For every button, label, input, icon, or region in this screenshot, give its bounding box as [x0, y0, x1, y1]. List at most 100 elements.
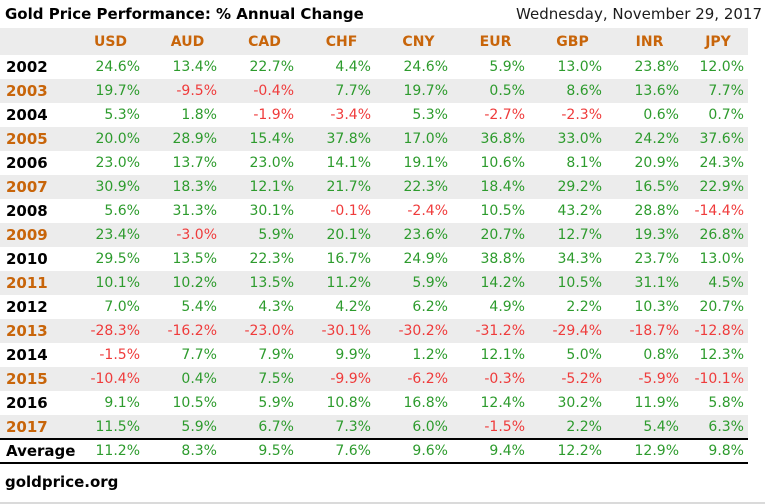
value-cell: 5.3%	[412, 107, 448, 123]
value-cell: -18.7%	[629, 323, 679, 339]
year-label: 2016	[6, 394, 48, 412]
value-cell: 12.3%	[699, 347, 744, 363]
value-cell: 21.7%	[326, 179, 371, 195]
value-cell: 12.0%	[699, 59, 744, 75]
value-cell: 29.2%	[557, 179, 602, 195]
value-cell: 9.9%	[335, 347, 371, 363]
value-cell: 15.4%	[249, 131, 294, 147]
value-cell: 33.0%	[557, 131, 602, 147]
table-row: 2016 9.1% 10.5% 5.9% 10.8% 16.8% 12.4% 30.2% 11.…	[0, 391, 748, 415]
value-cell: 22.9%	[699, 179, 744, 195]
value-cell: 5.9%	[258, 227, 294, 243]
value-cell: -5.2%	[561, 371, 602, 387]
year-label: 2002	[6, 58, 48, 76]
value-cell: -1.5%	[99, 347, 140, 363]
value-cell: 10.5%	[172, 395, 217, 411]
column-header-usd: USD	[93, 33, 128, 50]
value-cell: -5.9%	[638, 371, 679, 387]
value-cell: 11.9%	[634, 395, 679, 411]
value-cell: -0.4%	[253, 83, 294, 99]
value-cell: 9.8%	[708, 443, 744, 459]
value-cell: -28.3%	[90, 323, 140, 339]
value-cell: 12.4%	[480, 395, 525, 411]
value-cell: -2.4%	[407, 203, 448, 219]
value-cell: 30.2%	[557, 395, 602, 411]
value-cell: 7.6%	[335, 443, 371, 459]
value-cell: 16.8%	[403, 395, 448, 411]
value-cell: 19.1%	[403, 155, 448, 171]
column-header-gbp: GBP	[556, 33, 589, 50]
value-cell: 10.6%	[480, 155, 525, 171]
value-cell: -0.1%	[330, 203, 371, 219]
value-cell: 20.1%	[326, 227, 371, 243]
value-cell: -29.4%	[552, 323, 602, 339]
value-cell: 30.9%	[95, 179, 140, 195]
value-cell: 5.9%	[258, 395, 294, 411]
value-cell: 18.4%	[480, 179, 525, 195]
value-cell: 37.6%	[699, 131, 744, 147]
value-cell: -3.4%	[330, 107, 371, 123]
value-cell: 23.4%	[95, 227, 140, 243]
value-cell: 1.2%	[412, 347, 448, 363]
value-cell: 10.5%	[557, 275, 602, 291]
value-cell: 8.6%	[566, 83, 602, 99]
value-cell: -30.2%	[398, 323, 448, 339]
value-cell: 43.2%	[557, 203, 602, 219]
value-cell: 5.4%	[643, 418, 679, 435]
value-cell: 5.8%	[708, 395, 744, 411]
value-cell: 22.3%	[403, 179, 448, 195]
value-cell: 11.2%	[95, 443, 140, 459]
value-cell: 14.1%	[326, 155, 371, 171]
column-header-cny: CNY	[402, 33, 435, 50]
year-label: 2012	[6, 298, 48, 316]
value-cell: 31.1%	[634, 275, 679, 291]
value-cell: 37.8%	[326, 131, 371, 147]
value-cell: 24.6%	[403, 59, 448, 75]
table-row: 2009 23.4% -3.0% 5.9% 20.1% 23.6% 20.7% 12.7% 19…	[0, 223, 748, 247]
value-cell: 36.8%	[480, 131, 525, 147]
value-cell: 4.9%	[489, 299, 525, 315]
year-label: 2017	[6, 417, 48, 436]
year-label: 2014	[6, 346, 48, 364]
page-title: Gold Price Performance: % Annual Change	[5, 5, 364, 23]
value-cell: 6.0%	[412, 418, 448, 435]
value-cell: 7.5%	[258, 371, 294, 387]
year-label: 2003	[6, 82, 48, 100]
titlebar: Gold Price Performance: % Annual Change …	[0, 0, 765, 28]
value-cell: 20.0%	[95, 131, 140, 147]
value-cell: 19.7%	[95, 83, 140, 99]
value-cell: 24.2%	[634, 131, 679, 147]
value-cell: 0.6%	[643, 107, 679, 123]
value-cell: 17.0%	[403, 131, 448, 147]
year-column-header	[0, 28, 72, 55]
value-cell: 23.0%	[249, 155, 294, 171]
table-row: 2002 24.6% 13.4% 22.7% 4.4% 24.6% 5.9% 13.0% 23.…	[0, 55, 748, 79]
value-cell: -2.3%	[561, 107, 602, 123]
value-cell: 20.7%	[480, 227, 525, 243]
value-cell: 28.9%	[172, 131, 217, 147]
year-label: 2013	[6, 322, 48, 340]
column-header-inr: INR	[635, 33, 664, 50]
value-cell: 2.2%	[566, 299, 602, 315]
year-label: 2008	[6, 202, 48, 220]
value-cell: 9.4%	[489, 443, 525, 459]
value-cell: 19.3%	[634, 227, 679, 243]
column-header-aud: AUD	[170, 33, 205, 50]
value-cell: 30.1%	[249, 203, 294, 219]
value-cell: 22.7%	[249, 59, 294, 75]
value-cell: -10.4%	[90, 371, 140, 387]
value-cell: 0.7%	[708, 107, 744, 123]
value-cell: -0.3%	[484, 371, 525, 387]
column-header-chf: CHF	[325, 33, 358, 50]
table-row: 2011 10.1% 10.2% 13.5% 11.2% 5.9% 14.2% 10.5% 31…	[0, 271, 748, 295]
value-cell: 13.6%	[634, 83, 679, 99]
year-label: 2004	[6, 106, 48, 124]
column-header-cad: CAD	[248, 33, 281, 50]
value-cell: 24.9%	[403, 251, 448, 267]
value-cell: 4.2%	[335, 299, 371, 315]
value-cell: 6.3%	[708, 418, 744, 435]
value-cell: 29.5%	[95, 251, 140, 267]
value-cell: 23.6%	[403, 227, 448, 243]
value-cell: 5.3%	[104, 107, 140, 123]
